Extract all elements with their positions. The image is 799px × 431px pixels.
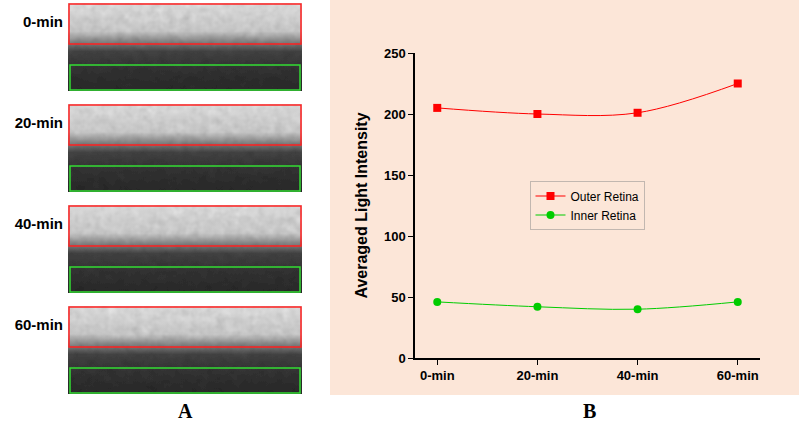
svg-text:0-min: 0-min <box>420 368 455 383</box>
svg-text:40-min: 40-min <box>15 215 63 232</box>
svg-text:100: 100 <box>384 229 406 244</box>
svg-text:Inner Retina: Inner Retina <box>571 209 637 223</box>
html-text:A: A <box>178 400 193 422</box>
svg-text:Outer Retina: Outer Retina <box>571 190 639 204</box>
svg-text:60-min: 60-min <box>717 368 759 383</box>
svg-text:20-min: 20-min <box>15 114 63 131</box>
svg-text:250: 250 <box>384 46 406 61</box>
svg-text:50: 50 <box>391 290 405 305</box>
svg-text:Averaged Light Intensity: Averaged Light Intensity <box>353 112 370 298</box>
svg-text:150: 150 <box>384 168 406 183</box>
svg-text:200: 200 <box>384 107 406 122</box>
svg-text:60-min: 60-min <box>15 316 63 333</box>
svg-text:0-min: 0-min <box>23 13 63 30</box>
svg-text:40-min: 40-min <box>617 368 659 383</box>
svg-text:20-min: 20-min <box>516 368 558 383</box>
svg-text:0: 0 <box>398 351 405 366</box>
html-text:B: B <box>583 400 597 422</box>
